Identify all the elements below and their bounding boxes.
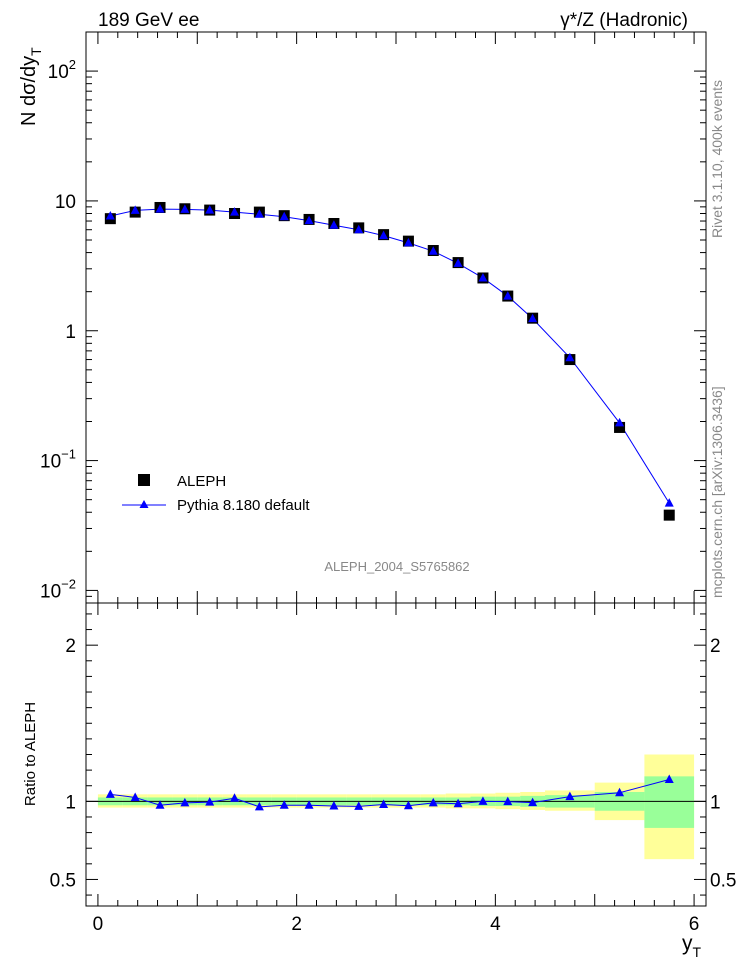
legend-label-aleph: ALEPH — [177, 473, 226, 490]
ratio-point — [503, 796, 513, 806]
ratio-y-tick-label-left: 2 — [65, 636, 76, 657]
pythia-point — [354, 224, 364, 234]
pythia-point — [205, 205, 215, 214]
ratio-y-tick-label-left: 1 — [65, 792, 76, 813]
pythia-point — [180, 204, 190, 213]
legend-marker-aleph — [138, 474, 150, 486]
x-tick-label: 0 — [93, 914, 104, 935]
ratio-point — [528, 797, 538, 807]
ratio-point — [453, 798, 463, 808]
ratio-point — [304, 800, 314, 809]
x-tick-label: 6 — [689, 914, 700, 935]
pythia-point — [329, 220, 339, 229]
main-y-axis-label: N dσ/dyT — [18, 47, 44, 126]
ratio-point — [565, 791, 575, 801]
main-y-tick-label: 10 — [55, 192, 76, 213]
legend: ALEPH Pythia 8.180 default — [122, 473, 310, 514]
pythia-point — [453, 258, 463, 267]
rivet-version-label: Rivet 3.1.10, 400k events — [709, 80, 725, 238]
pythia-point — [105, 211, 115, 220]
ratio-y-tick-label-left: 0.5 — [50, 870, 76, 891]
ratio-point — [205, 797, 215, 806]
pythia-point — [254, 209, 264, 218]
legend-marker-pythia — [139, 500, 149, 508]
ratio-point — [664, 774, 674, 783]
aleph-point — [614, 421, 626, 433]
legend-label-pythia: Pythia 8.180 default — [177, 497, 310, 514]
x-tick-label: 4 — [490, 914, 501, 935]
pythia-point — [664, 498, 674, 507]
axis-ticks — [86, 31, 706, 906]
main-series-layer — [104, 201, 675, 521]
ratio-y-tick-label-right: 1 — [710, 792, 721, 813]
ratio-point — [155, 800, 165, 809]
ratio-point — [379, 799, 389, 808]
ratio-point — [105, 789, 115, 798]
x-axis-label: yT — [682, 932, 702, 960]
ratio-point — [180, 797, 190, 807]
ratio-series-layer — [105, 774, 674, 811]
mcplots-label: mcplots.cern.ch [arXiv:1306.3436] — [709, 386, 725, 598]
ratio-point — [403, 800, 413, 810]
pythia-point — [230, 207, 240, 216]
main-y-tick-label: 10−1 — [40, 447, 76, 473]
main-y-tick-label: 10−2 — [40, 576, 76, 602]
main-y-tick-label: 1 — [65, 322, 76, 343]
pythia-point — [155, 204, 165, 213]
ratio-point — [478, 796, 488, 805]
ratio-y-tick-labels: 0.5 0.5 1 1 2 2 — [50, 636, 737, 891]
ratio-point — [329, 801, 339, 810]
ratio-point — [279, 800, 289, 809]
pythia-line — [110, 208, 670, 504]
ratio-plot-frame — [85, 602, 707, 907]
energy-label: 189 GeV ee — [98, 10, 199, 31]
pythia-point — [528, 313, 538, 323]
ratio-point — [230, 793, 240, 802]
ratio-band-inner — [644, 776, 695, 828]
main-y-tick-label: 102 — [48, 57, 76, 83]
pythia-point — [130, 205, 140, 214]
x-tick-labels: 0 2 4 6 — [93, 914, 700, 935]
pythia-point — [279, 211, 289, 221]
process-label: γ*/Z (Hadronic) — [560, 10, 688, 31]
pythia-point — [478, 272, 488, 282]
x-tick-label: 2 — [291, 914, 302, 935]
ratio-y-tick-label-right: 0.5 — [710, 870, 736, 891]
ratio-point — [354, 801, 364, 810]
main-y-tick-labels: 10−2 10−1 1 10 102 — [40, 57, 76, 602]
pythia-point — [304, 215, 314, 225]
ratio-point — [615, 787, 625, 797]
ratio-y-tick-label-right: 2 — [710, 636, 721, 657]
aleph-point — [663, 509, 675, 521]
pythia-point — [379, 230, 389, 240]
ratio-y-axis-label: Ratio to ALEPH — [22, 702, 39, 806]
pythia-point — [403, 237, 413, 247]
main-plot-frame — [85, 31, 707, 604]
ratio-point — [254, 801, 264, 811]
ratio-point — [130, 792, 140, 801]
pythia-point — [428, 246, 438, 255]
pythia-point — [565, 352, 575, 362]
pythia-point — [503, 291, 513, 300]
pythia-point — [615, 417, 625, 427]
analysis-label: ALEPH_2004_S5765862 — [324, 559, 469, 574]
ratio-point — [428, 797, 438, 807]
